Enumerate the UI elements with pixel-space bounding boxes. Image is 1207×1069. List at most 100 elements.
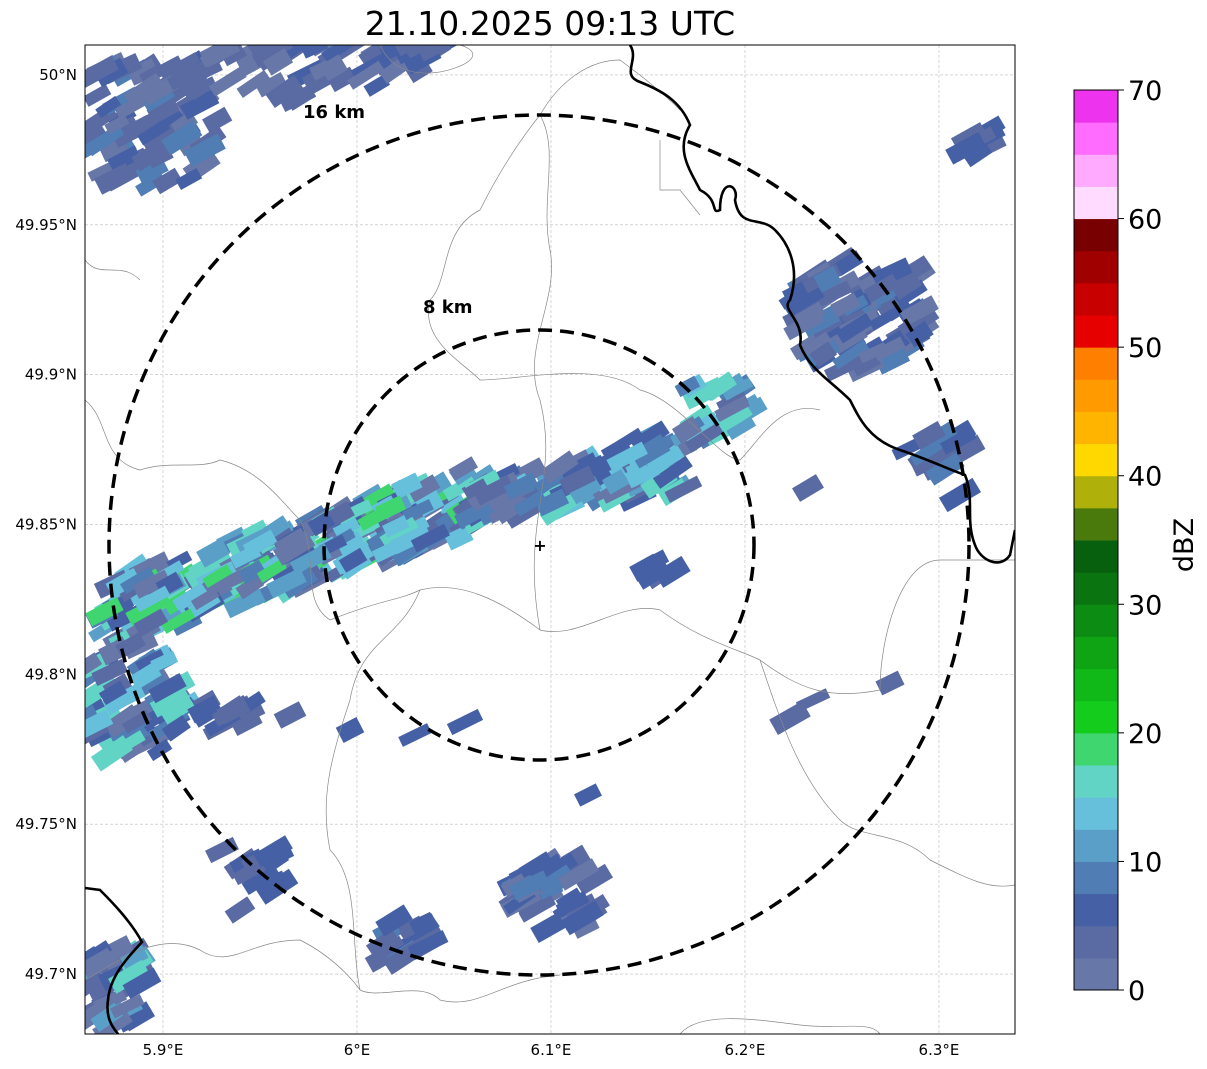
colorbar-swatch (1074, 636, 1118, 670)
echo-cell (671, 416, 702, 444)
echo-cell (875, 347, 911, 375)
echo-cell (781, 282, 825, 318)
echo-cell (110, 993, 145, 1019)
echo-cell (398, 723, 432, 747)
colorbar-swatch (1074, 411, 1118, 445)
echo-cell (382, 945, 416, 975)
echo-cell (868, 308, 897, 331)
echo-cell (223, 587, 266, 619)
echo-cell (912, 420, 946, 450)
echo-cell (875, 670, 905, 696)
colorbar-swatch (1074, 893, 1118, 927)
colorbar-tick-label: 0 (1128, 976, 1145, 1007)
colorbar-swatch (1074, 797, 1118, 830)
echo-cell (945, 131, 987, 165)
map-frame (84, 44, 1016, 1035)
echo-cell (407, 930, 449, 959)
echo-cell (152, 167, 183, 195)
echo-cell (246, 45, 284, 57)
echo-cell (265, 74, 304, 109)
echo-cell (120, 566, 156, 595)
echo-cell (809, 341, 838, 368)
echo-cell (85, 123, 125, 157)
echo-cell (606, 441, 648, 473)
echo-cell (358, 45, 389, 67)
echo-cell (175, 168, 203, 190)
echo-cell (365, 928, 398, 955)
colorbar-swatch (1074, 218, 1118, 252)
colorbar-swatch (1074, 90, 1118, 123)
colorbar-swatch (1074, 186, 1118, 220)
echo-cell (335, 530, 365, 556)
colorbar-swatch (1074, 700, 1118, 734)
echo-cell (321, 45, 361, 64)
echo-cell (638, 549, 670, 575)
echo-cell (893, 275, 923, 300)
echo-cell (184, 72, 213, 101)
echo-cell (319, 54, 348, 82)
echo-cell (180, 89, 220, 120)
echo-cell (338, 547, 368, 573)
echo-cell (161, 714, 191, 742)
echo-cell (85, 947, 117, 979)
echo-cell (539, 450, 579, 485)
colorbar-tick-label: 10 (1128, 847, 1162, 878)
echo-cell (558, 465, 596, 495)
echo-cell (938, 477, 982, 513)
colorbar-swatch (1074, 957, 1118, 991)
echo-cell (652, 455, 693, 489)
echo-cell (574, 783, 602, 807)
colorbar-frame (1073, 89, 1119, 991)
echo-cell (108, 959, 151, 994)
echo-cell (446, 708, 484, 736)
echo-cell (792, 474, 824, 502)
colorbar-swatch (1074, 572, 1118, 605)
colorbar-swatch (1074, 122, 1118, 155)
echo-cell (347, 60, 385, 90)
echo-cell (238, 559, 267, 585)
echo-cell (830, 292, 861, 318)
colorbar-swatch (1074, 732, 1118, 766)
echo-cell (266, 567, 307, 599)
echo-cell (307, 510, 336, 537)
echo-cell (134, 585, 171, 613)
echo-cell (119, 945, 149, 970)
echo-cell (633, 439, 671, 469)
colorbar-swatch (1074, 154, 1118, 187)
echo-cell (104, 114, 130, 135)
echo-cell (714, 395, 750, 422)
lat-tick-label: 49.7°N (25, 965, 77, 983)
colorbar-tick-label: 50 (1128, 333, 1162, 364)
echo-cell (98, 680, 128, 706)
lat-tick-label: 49.75°N (15, 815, 77, 833)
echo-cell (905, 320, 934, 348)
echo-cell (402, 498, 434, 523)
echo-cell (91, 658, 129, 686)
colorbar-swatch (1074, 668, 1118, 702)
echo-cell (925, 452, 965, 486)
echo-cell (229, 544, 262, 569)
echo-cell (140, 75, 179, 107)
radar-site-marker-icon: + (533, 536, 546, 555)
echo-cell (899, 295, 939, 326)
echo-cell (411, 913, 439, 939)
echo-cell (392, 45, 425, 57)
echo-cell (85, 709, 114, 742)
echo-cell (298, 45, 329, 59)
echo-cell (835, 312, 874, 344)
echo-cell (208, 66, 247, 97)
echo-cell (823, 353, 865, 382)
echo-cell (416, 45, 451, 62)
echo-cell (486, 493, 528, 524)
colorbar-swatch (1074, 443, 1118, 477)
colorbar-swatch (1074, 475, 1118, 509)
echo-cell (602, 469, 630, 495)
echo-cell (251, 45, 294, 68)
lat-tick-label: 49.8°N (25, 665, 77, 683)
lon-tick-label: 6.1°E (531, 1041, 572, 1059)
echo-cell (149, 691, 180, 718)
echo-cell (216, 695, 246, 719)
echo-cell (791, 301, 826, 330)
echo-cell (279, 84, 316, 113)
echo-cell (133, 608, 169, 637)
